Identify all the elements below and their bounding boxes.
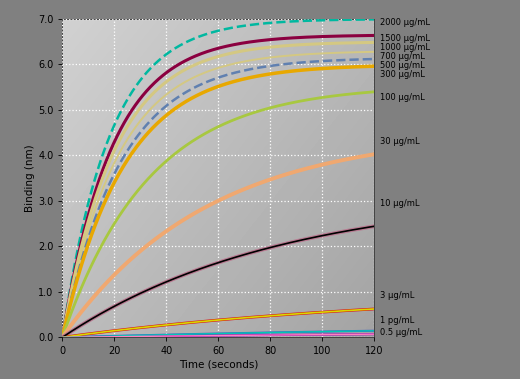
Text: 0.5 μg/mL: 0.5 μg/mL [380, 328, 422, 337]
Text: 1500 μg/mL: 1500 μg/mL [380, 34, 430, 42]
Y-axis label: Binding (nm): Binding (nm) [25, 144, 35, 212]
Text: 1000 μg/mL: 1000 μg/mL [380, 43, 430, 52]
Text: 3 μg/mL: 3 μg/mL [380, 291, 414, 300]
Text: 2000 μg/mL: 2000 μg/mL [380, 18, 430, 27]
X-axis label: Time (seconds): Time (seconds) [179, 359, 258, 369]
Text: 10 μg/mL: 10 μg/mL [380, 199, 419, 208]
Text: 1 pg/mL: 1 pg/mL [380, 316, 414, 324]
Text: 700 μg/mL: 700 μg/mL [380, 52, 424, 61]
Text: 30 μg/mL: 30 μg/mL [380, 137, 419, 146]
Text: 500 μg/mL: 500 μg/mL [380, 61, 424, 70]
Text: 100 μg/mL: 100 μg/mL [380, 93, 424, 102]
Text: 300 μg/mL: 300 μg/mL [380, 70, 424, 79]
